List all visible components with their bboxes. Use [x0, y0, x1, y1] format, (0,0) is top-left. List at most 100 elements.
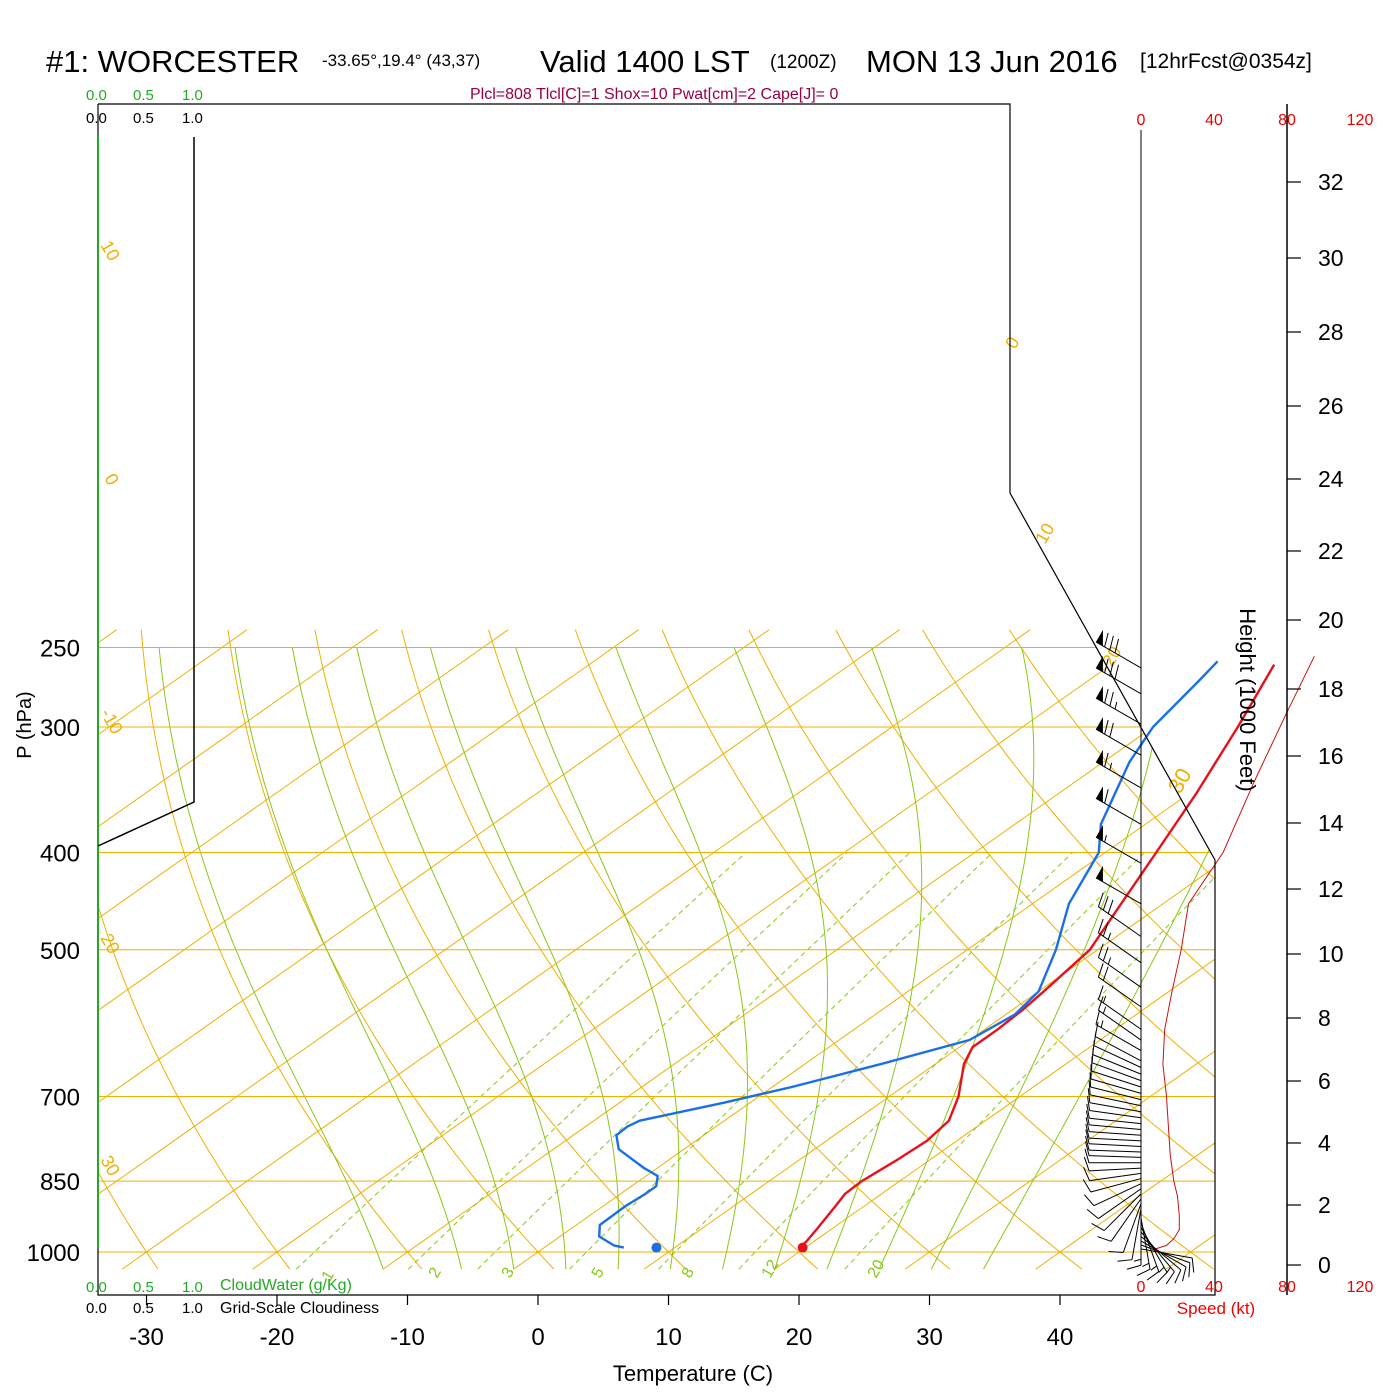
wind-barb-flag: [1136, 1268, 1151, 1277]
wind-barb: [1095, 685, 1142, 725]
wind-barb-staff: [1140, 1217, 1151, 1270]
cloudwater-top-0: 0.0: [86, 87, 107, 104]
moist-adiabat-line: [515, 647, 680, 1270]
wind-barb-staff: [1092, 1054, 1142, 1075]
wind-barb: [1086, 1096, 1142, 1119]
height-tick-label: 14: [1318, 810, 1344, 836]
valid-time: Valid 1400 LST: [540, 44, 750, 79]
wind-barb-flag: [1104, 688, 1109, 704]
dry-adiabat-line: [401, 629, 819, 1270]
wind-barb-staff: [1098, 932, 1142, 964]
wind-barb-flag: [1109, 661, 1114, 676]
wind-barb-flag: [1086, 1103, 1090, 1119]
speed-top-3: 120: [1347, 112, 1374, 129]
wind-barb-staff: [1098, 999, 1142, 1030]
height-tick-label: 16: [1318, 743, 1344, 769]
wind-barb: [1085, 1129, 1142, 1147]
wind-barb: [1095, 629, 1142, 669]
wind-barb-staff: [1098, 906, 1142, 937]
wind-barb-flag: [1085, 1129, 1090, 1144]
dry-adiabat-line: [98, 629, 291, 1270]
wind-barb-staff: [1140, 1248, 1193, 1259]
wind-barb-flag: [1126, 1264, 1142, 1270]
height-tick-label: 8: [1318, 1005, 1331, 1031]
dry-adiabat-line: [661, 629, 1214, 1270]
wind-barb-flag: [1087, 1088, 1091, 1103]
utc-time: (1200Z): [770, 52, 837, 73]
wind-barb-flag: [1097, 918, 1104, 933]
wind-barb: [1095, 786, 1142, 825]
surface-dewpoint-dot: [651, 1242, 662, 1253]
speed-bottom-3: 120: [1347, 1279, 1374, 1296]
wind-barb-staff: [1089, 1124, 1142, 1130]
wind-barb-flag: [1085, 1141, 1090, 1156]
wind-barb-staff: [1095, 697, 1142, 725]
wind-barb-flag: [1095, 1010, 1100, 1025]
cloudiness-top-1: 0.5: [133, 110, 154, 127]
mixing-ratio-line: [738, 852, 1145, 1270]
wind-barb: [1140, 1248, 1195, 1273]
wind-barb-staff: [1089, 1155, 1142, 1158]
speed-bottom-0: 0: [1137, 1279, 1146, 1296]
wind-barb-flag: [1102, 966, 1109, 981]
dry-adiabat-line: [140, 629, 423, 1270]
isotherm-label: 30: [97, 1152, 124, 1179]
wind-barb: [1140, 1240, 1187, 1282]
cloudwater-label: CloudWater (g/Kg): [220, 1277, 352, 1294]
stability-indices: Plcl=808 Tlcl[C]=1 Shox=10 Pwat[cm]=2 Ca…: [470, 86, 838, 103]
wind-barb-staff: [1103, 1193, 1142, 1231]
isotherm-line: [98, 629, 378, 1270]
forecast-info: [12hrFcst@0354z]: [1140, 50, 1312, 73]
wind-barb-flag: [1104, 632, 1109, 648]
wind-barb-half-flag: [1109, 762, 1113, 771]
wind-barb-pennant: [1095, 749, 1103, 766]
wind-barb-flag: [1146, 1271, 1160, 1281]
wind-barb: [1095, 825, 1142, 864]
cloudwater-top-1: 0.5: [133, 87, 154, 104]
pressure-tick-label: 850: [40, 1169, 80, 1196]
height-tick-label: 32: [1318, 169, 1344, 195]
wind-barb: [1085, 1123, 1142, 1142]
wind-barb: [1097, 1198, 1142, 1242]
height-tick-label: 26: [1318, 393, 1344, 419]
height-tick-label: 10: [1318, 941, 1344, 967]
wind-barb-pennant: [1095, 786, 1103, 803]
moist-adiabat-line: [158, 647, 384, 1270]
pressure-tick-label: 700: [40, 1084, 80, 1111]
moist-adiabat-line: [733, 647, 828, 1270]
wind-barb: [1095, 749, 1142, 789]
moist-adiabat-line: [429, 647, 620, 1270]
wind-barb-pennant: [1095, 825, 1103, 842]
wind-barb-flag: [1182, 1266, 1187, 1282]
wind-barb-staff: [1089, 1167, 1142, 1172]
wind-barb-flag: [1114, 638, 1120, 654]
wind-barb-staff: [1089, 1117, 1142, 1125]
wind-barb-half-flag: [1107, 957, 1112, 965]
wind-barb: [1085, 1117, 1142, 1136]
wind-barb-flag: [1102, 947, 1109, 962]
wind-barb-staff: [1098, 976, 1142, 1008]
wind-barb-flag: [1097, 996, 1104, 1011]
wind-barb-half-flag: [1133, 1258, 1142, 1262]
wind-barb: [1095, 717, 1142, 756]
wind-barb-flag: [1094, 1022, 1099, 1037]
wind-barb: [1095, 865, 1142, 905]
mixing-ratio-line: [407, 852, 848, 1270]
wind-barb-staff: [1095, 797, 1142, 825]
dry-adiabat-line: [574, 629, 1083, 1270]
cloudiness-label: Grid-Scale Cloudiness: [220, 1300, 379, 1317]
pressure-tick-label: 400: [40, 840, 80, 867]
wind-barb: [1097, 963, 1142, 1008]
wind-barb-half-flag: [1142, 1262, 1150, 1267]
wind-barb-staff: [1095, 761, 1142, 789]
dry-adiabat-line: [314, 629, 687, 1270]
isotherm-line: [1035, 629, 1215, 1270]
cloudwater-bottom-1: 0.5: [133, 1279, 154, 1296]
wind-barb-flag: [1156, 1272, 1168, 1284]
isotherm-line: [382, 629, 1215, 1270]
x-tick-label: -20: [260, 1324, 295, 1351]
height-tick-label: 6: [1318, 1068, 1331, 1094]
